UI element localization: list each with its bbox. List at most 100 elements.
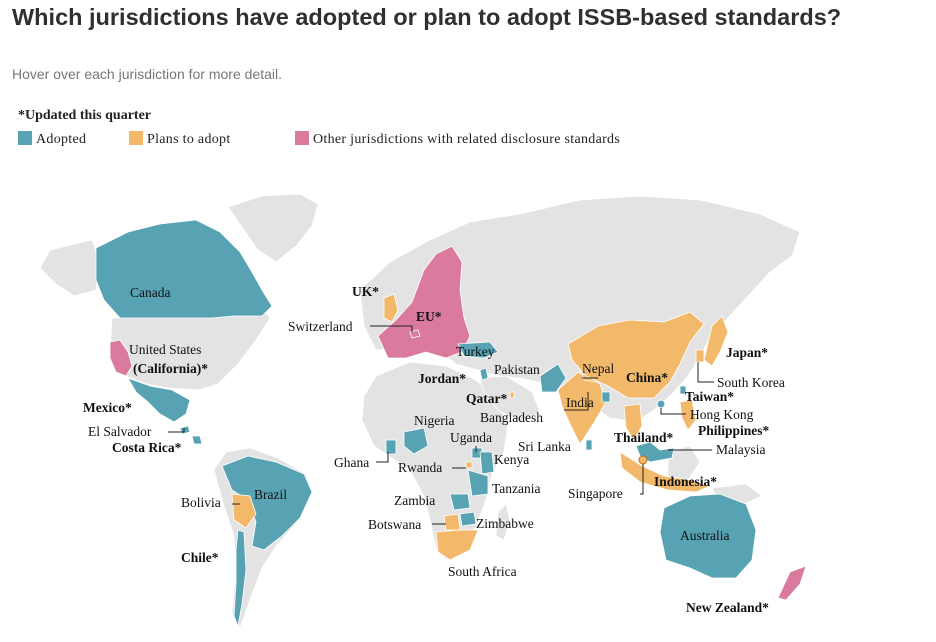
california-region[interactable]: [109, 339, 133, 377]
subtitle: Hover over each jurisdiction for more de…: [12, 66, 283, 82]
label-zambia: Zambia: [394, 493, 435, 508]
label-bangladesh: Bangladesh: [480, 410, 543, 425]
legend-item-other: Other jurisdictions with related disclos…: [295, 131, 620, 148]
label-china: China*: [626, 370, 668, 385]
qatar-region[interactable]: [509, 391, 515, 399]
label-qatar: Qatar*: [466, 391, 507, 406]
label-united-states: United States: [129, 342, 201, 357]
label-nepal: Nepal: [582, 361, 614, 376]
pakistan-region[interactable]: [539, 363, 567, 393]
thailand-region[interactable]: [623, 403, 643, 441]
page-title: Which jurisdictions have adopted or plan…: [12, 4, 842, 30]
botswana-region[interactable]: [443, 513, 461, 531]
label-indonesia: Indonesia*: [654, 474, 717, 489]
hong-kong-marker[interactable]: [656, 399, 666, 409]
label-jordan: Jordan*: [418, 371, 466, 386]
nigeria-region[interactable]: [403, 427, 429, 455]
eu-region[interactable]: [377, 245, 471, 359]
chile-region[interactable]: [233, 529, 247, 628]
label-california: (California)*: [133, 361, 208, 376]
tanzania-region[interactable]: [467, 469, 489, 497]
uk-region[interactable]: [383, 293, 399, 323]
legend-swatch-other: [295, 131, 309, 145]
map-labels: Canada United States (California)* Mexic…: [83, 284, 785, 615]
label-pakistan: Pakistan: [494, 362, 540, 377]
leader-india: [564, 392, 589, 411]
label-costa-rica: Costa Rica*: [112, 440, 182, 455]
canada-region[interactable]: [95, 219, 273, 319]
label-sri-lanka: Sri Lanka: [518, 439, 571, 454]
updated-note: *Updated this quarter: [18, 108, 152, 123]
ghana-region[interactable]: [385, 439, 397, 455]
label-india: India: [566, 395, 594, 410]
new-zealand-region[interactable]: [777, 565, 807, 601]
singapore-marker[interactable]: [638, 455, 648, 465]
legend-label-plans: Plans to adopt: [147, 132, 231, 147]
borneo-land: [667, 445, 701, 481]
label-philippines: Philippines*: [698, 423, 770, 438]
alaska-land: [39, 239, 101, 297]
sri-lanka-region[interactable]: [585, 439, 593, 451]
label-kenya: Kenya: [494, 452, 529, 467]
label-south-korea: South Korea: [717, 375, 785, 390]
label-chile: Chile*: [181, 550, 219, 565]
arabia-land: [479, 375, 541, 423]
label-hong-kong: Hong Kong: [690, 407, 754, 422]
bangladesh-region[interactable]: [601, 391, 611, 403]
legend-swatch-adopted: [18, 131, 32, 145]
label-ghana: Ghana: [334, 455, 369, 470]
mexico-region[interactable]: [127, 377, 191, 423]
taiwan-region[interactable]: [679, 385, 687, 395]
eurasia-land: [359, 195, 801, 423]
china-region[interactable]: [567, 311, 705, 399]
label-canada: Canada: [130, 285, 170, 300]
kenya-region[interactable]: [479, 451, 495, 475]
legend-label-adopted: Adopted: [36, 132, 87, 147]
leader-south-korea: [697, 362, 714, 383]
label-bolivia: Bolivia: [181, 495, 221, 510]
legend-label-other: Other jurisdictions with related disclos…: [313, 132, 621, 147]
label-thailand: Thailand*: [614, 430, 674, 445]
south-korea-region[interactable]: [695, 349, 705, 363]
leader-singapore: [640, 464, 644, 495]
legend-item-plans: Plans to adopt: [129, 131, 231, 148]
label-el-salvador: El Salvador: [88, 424, 152, 439]
label-uk: UK*: [352, 284, 379, 299]
label-singapore: Singapore: [568, 486, 623, 501]
label-botswana: Botswana: [368, 517, 421, 532]
label-eu: EU*: [416, 309, 442, 324]
costa-rica-region[interactable]: [191, 435, 203, 445]
label-rwanda: Rwanda: [398, 460, 442, 475]
label-uganda: Uganda: [450, 430, 492, 445]
jurisdiction-shapes: [95, 219, 807, 628]
label-mexico: Mexico*: [83, 400, 132, 415]
greenland-land: [227, 193, 319, 263]
label-new-zealand: New Zealand*: [686, 600, 769, 615]
leader-lines: [168, 325, 714, 525]
jordan-region[interactable]: [479, 367, 489, 381]
madagascar-land: [495, 503, 511, 541]
label-switzerland: Switzerland: [288, 319, 353, 334]
rwanda-region[interactable]: [465, 461, 473, 469]
leader-el-salvador: [168, 428, 185, 433]
australia-region[interactable]: [659, 493, 757, 579]
leader-ghana: [376, 452, 389, 463]
label-japan: Japan*: [726, 345, 768, 360]
turkey-region[interactable]: [457, 341, 499, 359]
label-nigeria: Nigeria: [414, 413, 454, 428]
bolivia-region[interactable]: [231, 493, 257, 529]
zambia-region[interactable]: [449, 493, 471, 511]
south-africa-region[interactable]: [435, 529, 479, 561]
legend-swatch-plans: [129, 131, 143, 145]
label-tanzania: Tanzania: [492, 481, 541, 496]
zimbabwe-region[interactable]: [459, 511, 477, 527]
label-brazil: Brazil: [254, 487, 287, 502]
leader-switzerland: [370, 325, 413, 332]
el-salvador-region[interactable]: [179, 425, 191, 435]
philippines-region[interactable]: [679, 399, 697, 431]
label-taiwan: Taiwan*: [685, 389, 734, 404]
label-south-africa: South Africa: [448, 564, 517, 579]
label-zimbabwe: Zimbabwe: [476, 516, 534, 531]
label-australia: Australia: [680, 528, 730, 543]
